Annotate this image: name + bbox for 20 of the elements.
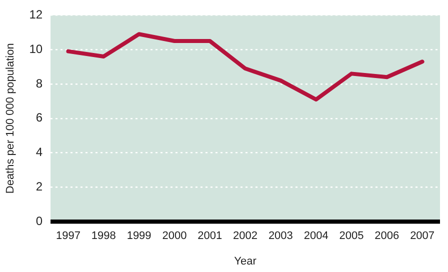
x-tick-label: 2007	[410, 230, 435, 242]
x-tick-label: 2004	[304, 230, 328, 242]
y-axis-title: Deaths per 100 000 population	[4, 43, 17, 194]
x-tick-label: 1999	[126, 230, 152, 242]
y-tick-label: 12	[29, 8, 43, 22]
x-tick-label: 1998	[91, 230, 116, 242]
x-tick-label: 2005	[339, 230, 364, 242]
x-tick-label: 2002	[233, 230, 258, 242]
x-tick-label: 2003	[268, 230, 293, 242]
x-tick-label: 2001	[198, 230, 222, 242]
x-tick-label: 2000	[162, 230, 187, 242]
y-tick-label: 0	[36, 214, 43, 228]
y-tick-label: 4	[36, 145, 43, 160]
y-tick-label: 10	[29, 42, 43, 56]
y-tick-label: 2	[36, 180, 43, 194]
x-tick-label: 2006	[374, 230, 400, 242]
y-tick-label: 6	[36, 110, 43, 125]
y-tick-label: 8	[36, 76, 43, 90]
x-tick-label: 1997	[56, 230, 80, 242]
x-axis-title: Year	[234, 255, 257, 268]
